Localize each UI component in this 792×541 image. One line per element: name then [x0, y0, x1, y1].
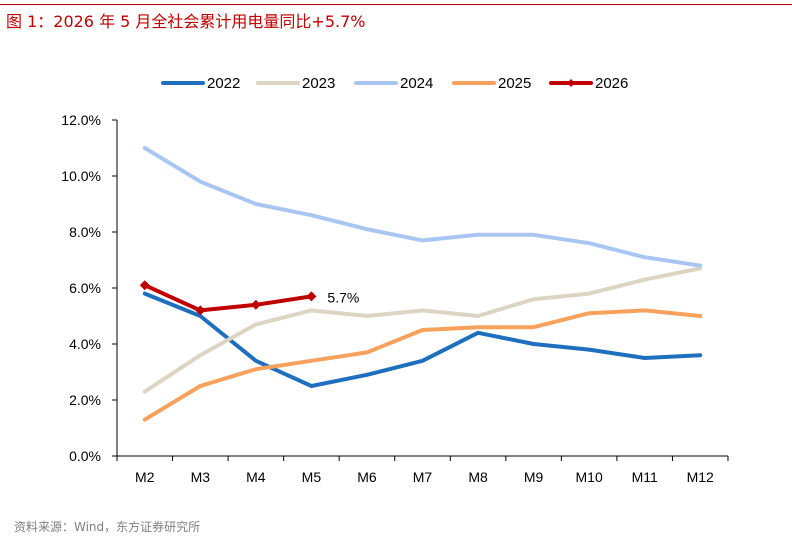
x-tick-label: M8	[468, 469, 488, 485]
data-point-2026	[195, 305, 206, 316]
series-line-2025	[142, 308, 703, 422]
chart-title: 图 1：2026 年 5 月全社会累计用电量同比+5.7%	[6, 12, 366, 31]
series-line-2026	[142, 283, 314, 313]
y-tick-label: 0.0%	[69, 448, 101, 464]
data-point-2026	[306, 291, 317, 302]
legend: 2022 2023 2024 2025 2026	[161, 75, 628, 92]
data-label-2026: 5.7%	[327, 289, 359, 305]
y-tick-label: 6.0%	[69, 280, 101, 296]
x-tick-label: M3	[191, 469, 211, 485]
y-tick-label: 10.0%	[61, 168, 101, 184]
title-rule	[0, 4, 792, 5]
y-tick-label: 12.0%	[61, 112, 101, 128]
series-line-2022	[142, 291, 703, 388]
legend-label-2025: 2025	[498, 75, 531, 92]
series-line-2023	[142, 266, 703, 394]
data-point-2026	[250, 299, 261, 310]
legend-label-2022: 2022	[207, 75, 240, 92]
series-line-2024	[142, 146, 703, 268]
x-tick-label: M7	[413, 469, 433, 485]
x-tick-label: M9	[524, 469, 544, 485]
source-note: 资料来源：Wind，东方证券研究所	[14, 520, 201, 534]
annotations: 5.7%	[327, 289, 359, 305]
x-tick-label: M5	[302, 469, 322, 485]
legend-label-2026: 2026	[595, 75, 628, 92]
legend-label-2023: 2023	[302, 75, 335, 92]
x-tick-label: M6	[357, 469, 377, 485]
legend-marker-2026	[567, 79, 575, 87]
x-tick-label: M4	[246, 469, 266, 485]
series-lines	[139, 146, 703, 422]
x-tick-label: M10	[576, 469, 603, 485]
x-tick-label: M12	[687, 469, 714, 485]
data-point-2026	[139, 280, 150, 291]
x-tick-label: M11	[632, 469, 658, 485]
y-tick-label: 4.0%	[69, 336, 101, 352]
legend-label-2024: 2024	[400, 75, 433, 92]
y-tick-label: 8.0%	[69, 224, 101, 240]
y-tick-label: 2.0%	[69, 392, 101, 408]
x-tick-label: M2	[135, 469, 155, 485]
axes: 0.0% 2.0% 4.0% 6.0% 8.0% 10.0% 12.0% M2 M3 M4 M5 M6…	[61, 112, 729, 485]
